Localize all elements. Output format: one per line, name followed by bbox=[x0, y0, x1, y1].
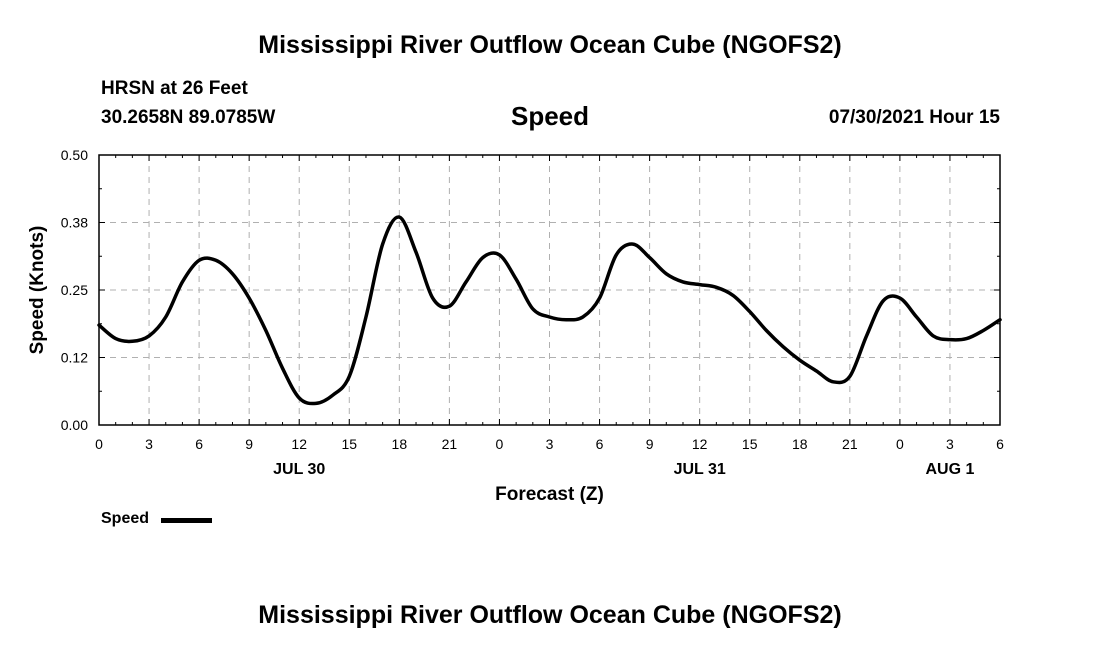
x-tick-label: 21 bbox=[442, 436, 458, 452]
chart-main-title: Mississippi River Outflow Ocean Cube (NG… bbox=[258, 31, 842, 59]
x-tick-label: 9 bbox=[646, 436, 654, 452]
x-tick-label: 6 bbox=[195, 436, 203, 452]
y-tick-label: 0.38 bbox=[61, 215, 88, 231]
date-label: JUL 30 bbox=[273, 461, 325, 478]
legend-line-swatch bbox=[161, 518, 212, 523]
station-label: HRSN at 26 Feet bbox=[101, 78, 248, 99]
x-tick-label: 18 bbox=[392, 436, 408, 452]
x-tick-label: 6 bbox=[996, 436, 1004, 452]
station-coordinates: 30.2658N 89.0785W bbox=[101, 107, 276, 128]
y-tick-label: 0.50 bbox=[61, 147, 88, 163]
y-tick-label: 0.12 bbox=[61, 350, 88, 366]
x-tick-label: 12 bbox=[692, 436, 708, 452]
x-tick-label: 0 bbox=[496, 436, 504, 452]
x-tick-label: 15 bbox=[742, 436, 758, 452]
x-tick-label: 18 bbox=[792, 436, 808, 452]
x-tick-label: 0 bbox=[95, 436, 103, 452]
chart-title: Speed bbox=[510, 101, 590, 131]
x-tick-label: 9 bbox=[245, 436, 253, 452]
y-tick-label: 0.25 bbox=[61, 282, 88, 298]
date-label: AUG 1 bbox=[925, 461, 974, 478]
date-label: JUL 31 bbox=[674, 461, 726, 478]
legend-label: Speed bbox=[101, 510, 150, 527]
y-tick-label: 0.00 bbox=[61, 417, 88, 433]
x-tick-label: 3 bbox=[145, 436, 153, 452]
series-line-speed bbox=[97, 215, 1002, 406]
x-tick-label: 21 bbox=[842, 436, 858, 452]
x-axis-title: Forecast (Z) bbox=[495, 484, 604, 505]
chart-footer-title: Mississippi River Outflow Ocean Cube (NG… bbox=[258, 601, 842, 629]
x-tick-label: 15 bbox=[341, 436, 357, 452]
x-tick-label: 0 bbox=[896, 436, 904, 452]
forecast-datetime: 07/30/2021 Hour 15 bbox=[828, 107, 1000, 128]
x-tick-label: 6 bbox=[596, 436, 604, 452]
x-tick-label: 3 bbox=[546, 436, 554, 452]
y-axis-title: Speed (Knots) bbox=[27, 226, 48, 355]
x-tick-label: 12 bbox=[291, 436, 307, 452]
x-tick-label: 3 bbox=[946, 436, 954, 452]
